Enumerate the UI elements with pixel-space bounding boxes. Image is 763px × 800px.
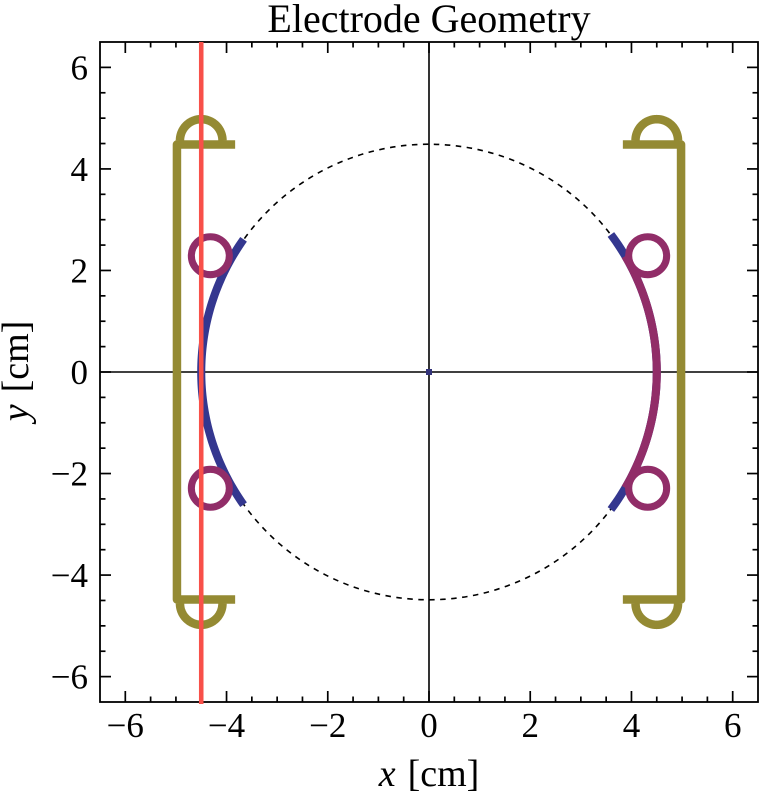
y-tick-label: −2 [51, 455, 88, 494]
rod-electrode-circle-1 [187, 465, 233, 511]
origin-marker [426, 369, 432, 375]
rod-electrode-circle-0 [187, 233, 233, 279]
x-tick-label: 6 [724, 706, 742, 745]
x-tick-label: −2 [309, 706, 346, 745]
x-axis-unit: [cm] [408, 753, 480, 795]
y-tick-label: 4 [71, 150, 89, 189]
y-tick-label: 2 [71, 251, 89, 290]
rod-electrode-circle-3 [625, 465, 671, 511]
y-tick-label: −6 [51, 658, 88, 697]
x-tick-label: 2 [521, 706, 539, 745]
holder-bracket-outline-right [622, 140, 686, 604]
x-axis-label: x [cm] [378, 753, 480, 795]
holder-bracket-outline-left [172, 140, 236, 604]
plot-frame [99, 41, 759, 703]
x-tick-label: 0 [420, 706, 438, 745]
plot-title: Electrode Geometry [267, 0, 590, 41]
right-electrode-arc-inner [621, 254, 661, 490]
x-tick-label: 4 [623, 706, 641, 745]
y-axis-variable: y [0, 404, 37, 425]
holder-dome-top-right [631, 114, 683, 141]
y-tick-label: 6 [71, 48, 89, 87]
y-axis-label: y [cm] [0, 321, 37, 426]
holder-dome-bottom-right [631, 603, 683, 630]
plot-drawing-layer: −6 −6 −4 −4 −2 −2 0 0 2 2 4 4 6 6 [51, 41, 759, 745]
x-tick-label: −6 [107, 706, 144, 745]
rod-electrode-circle-2 [625, 233, 671, 279]
x-tick-label: −4 [208, 706, 245, 745]
frame-ticks [100, 42, 758, 702]
electrode-holder-right [622, 114, 686, 630]
y-tick-label: 0 [71, 353, 89, 392]
y-tick-label: −4 [51, 556, 88, 595]
x-axis-variable: x [378, 753, 396, 795]
y-axis-unit: [cm] [0, 321, 37, 393]
